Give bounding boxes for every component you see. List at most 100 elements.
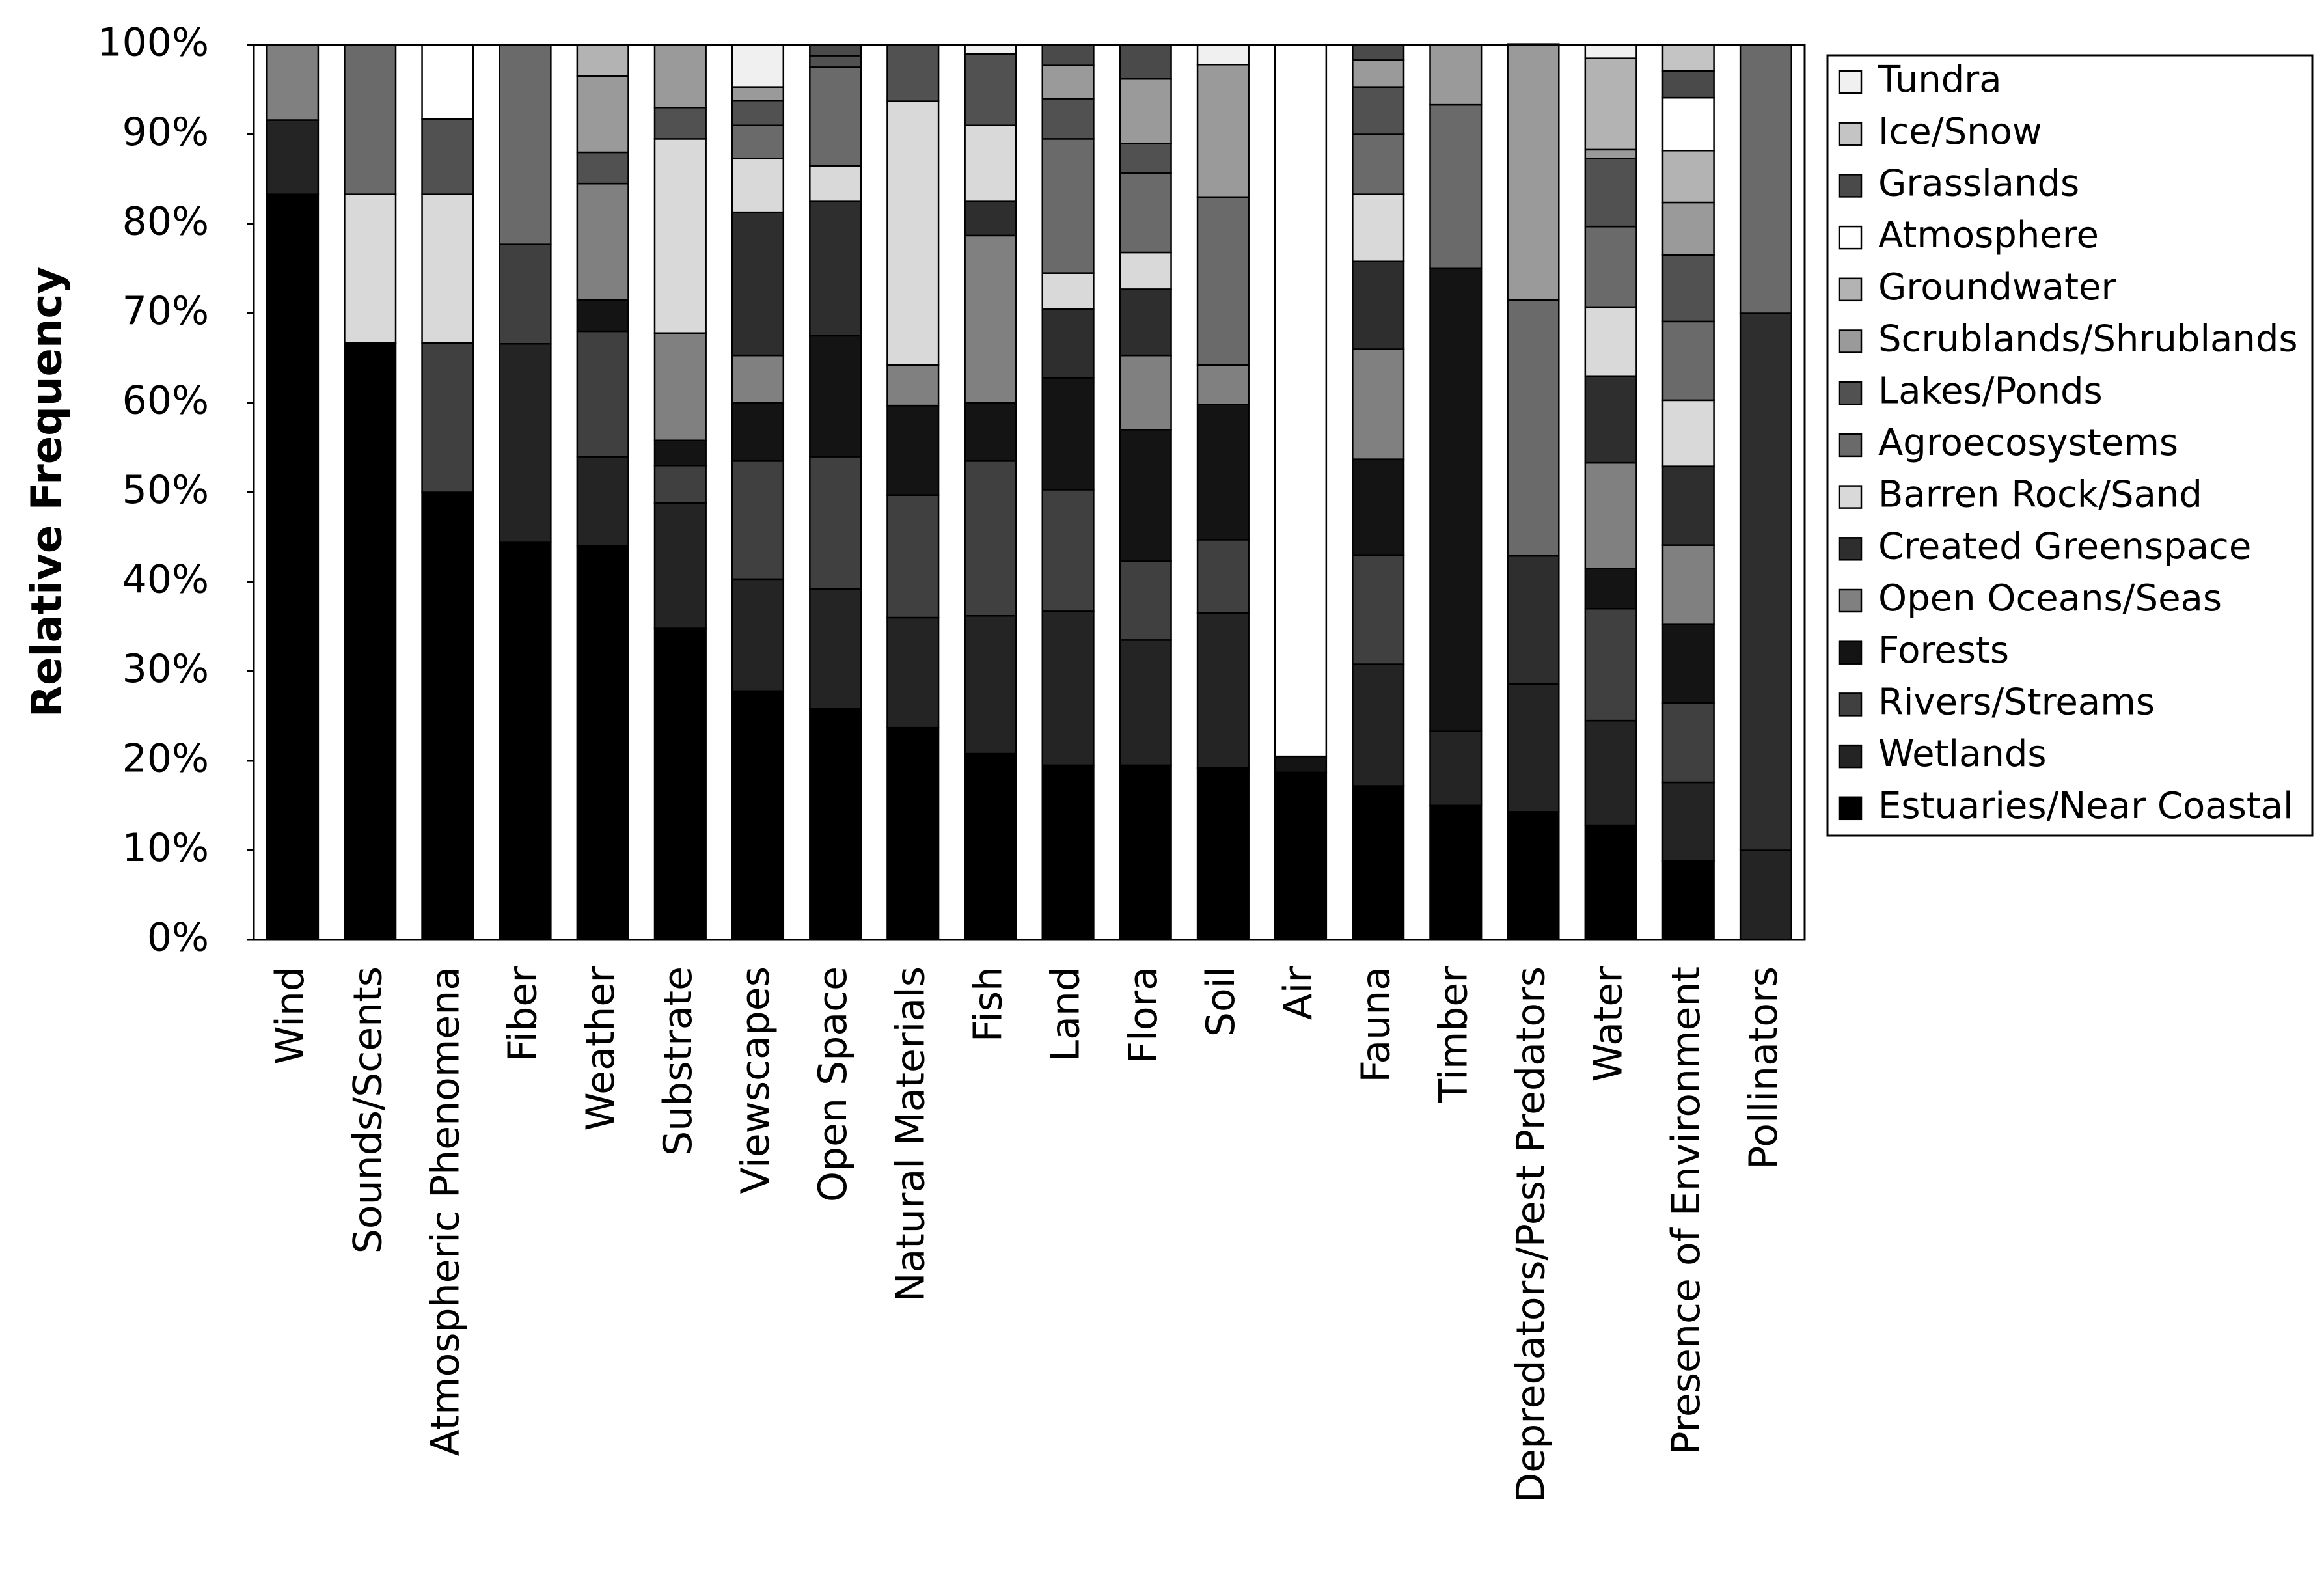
bar-segment: [1661, 781, 1715, 862]
bar-segment: [653, 107, 707, 140]
bar-segment: [1041, 44, 1095, 66]
bar-segment: [653, 502, 707, 629]
bar-segment: [653, 332, 707, 441]
bar-segment: [1119, 172, 1172, 254]
bar-segment: [1119, 143, 1172, 174]
bar-segment: [1661, 70, 1715, 99]
legend-label: Open Oceans/Seas: [1878, 577, 2222, 620]
bar-segment: [1041, 138, 1095, 274]
x-tick-label: Fiber: [500, 966, 546, 1062]
bar-segment: [1584, 824, 1637, 941]
bar-segment: [576, 299, 629, 333]
bar-segment: [653, 138, 707, 334]
bar-segment: [809, 66, 862, 167]
bar-segment: [731, 354, 785, 404]
x-tick-label: Water: [1586, 966, 1632, 1082]
legend-box: [1826, 54, 2314, 837]
bar-segment: [731, 86, 785, 102]
bar-segment: [1041, 272, 1095, 310]
bar-segment: [731, 402, 785, 462]
bar-segment: [1661, 96, 1715, 152]
bar-segment: [964, 44, 1017, 55]
bar-segment: [1041, 489, 1095, 612]
x-tick-label: Soil: [1198, 966, 1244, 1037]
bar-segment: [964, 124, 1017, 202]
bar-segment: [809, 165, 862, 202]
bar-segment: [1661, 399, 1715, 467]
bar-segment: [576, 151, 629, 185]
bar-segment: [653, 465, 707, 504]
bar-segment: [1352, 260, 1405, 350]
bar-segment: [1661, 320, 1715, 402]
bar-segment: [1196, 364, 1250, 405]
bar-segment: [1661, 254, 1715, 323]
x-tick-label: Open Space: [810, 966, 856, 1202]
y-tick-label: 40%: [122, 557, 209, 603]
bar-segment: [964, 752, 1017, 941]
bar-segment: [1584, 375, 1637, 464]
x-tick-label: Substrate: [655, 966, 701, 1156]
legend-label: Forests: [1878, 629, 2009, 672]
bar-segment: [266, 44, 320, 121]
bar-segment: [1352, 663, 1405, 787]
x-tick-label: Fish: [966, 966, 1011, 1042]
bar-segment: [1119, 354, 1172, 431]
bar-segment: [1196, 767, 1250, 941]
y-tick-label: 30%: [122, 646, 209, 692]
bar-segment: [1429, 44, 1483, 106]
legend-swatch: [1838, 329, 1863, 353]
bar-segment: [1661, 201, 1715, 256]
bar-segment: [499, 541, 552, 941]
legend-swatch: [1838, 433, 1863, 458]
bar-segment: [1119, 639, 1172, 767]
bar-segment: [1584, 57, 1637, 151]
bar-segment: [1119, 429, 1172, 562]
bar-segment: [731, 100, 785, 126]
bar-segment: [576, 75, 629, 154]
y-tick-label: 60%: [122, 378, 209, 424]
bar-segment: [1352, 785, 1405, 941]
x-tick-label: Timber: [1430, 966, 1476, 1104]
legend-swatch: [1838, 122, 1863, 146]
legend-label: Atmosphere: [1878, 214, 2099, 256]
legend-label: Groundwater: [1878, 266, 2117, 308]
bar-segment: [653, 439, 707, 467]
y-axis-title: Relative Frequency: [23, 267, 72, 717]
bar-segment: [1041, 98, 1095, 140]
legend-label: Grasslands: [1878, 163, 2079, 205]
bar-segment: [499, 44, 552, 245]
y-tick-label: 80%: [122, 199, 209, 245]
bar-segment: [886, 100, 940, 366]
bar-segment: [809, 44, 862, 57]
bar-segment: [1196, 64, 1250, 198]
bar-segment: [809, 200, 862, 337]
bar-segment: [964, 200, 1017, 237]
bar-segment: [1661, 44, 1715, 72]
legend-label: Agroecosystems: [1878, 422, 2178, 464]
bar-segment: [809, 456, 862, 590]
bar-segment: [1352, 59, 1405, 88]
bar-segment: [1119, 764, 1172, 941]
bar-segment: [886, 616, 940, 729]
legend-swatch: [1838, 485, 1863, 509]
bar-segment: [1274, 771, 1328, 941]
y-tick-label: 100%: [97, 20, 209, 66]
bar-segment: [964, 460, 1017, 617]
bar-segment: [809, 708, 862, 941]
bar-segment: [344, 44, 397, 195]
bar-segment: [1429, 804, 1483, 941]
bar-segment: [886, 494, 940, 619]
bar-segment: [653, 44, 707, 109]
bar-segment: [499, 243, 552, 345]
bar-segment: [1196, 44, 1250, 66]
legend-swatch: [1838, 70, 1863, 94]
bar-segment: [964, 53, 1017, 126]
bar-segment: [1429, 730, 1483, 806]
bar-segment: [731, 211, 785, 357]
bar-segment: [731, 690, 785, 941]
bar-segment: [1739, 44, 1792, 314]
bar-segment: [1041, 64, 1095, 100]
bar-segment: [1119, 251, 1172, 290]
